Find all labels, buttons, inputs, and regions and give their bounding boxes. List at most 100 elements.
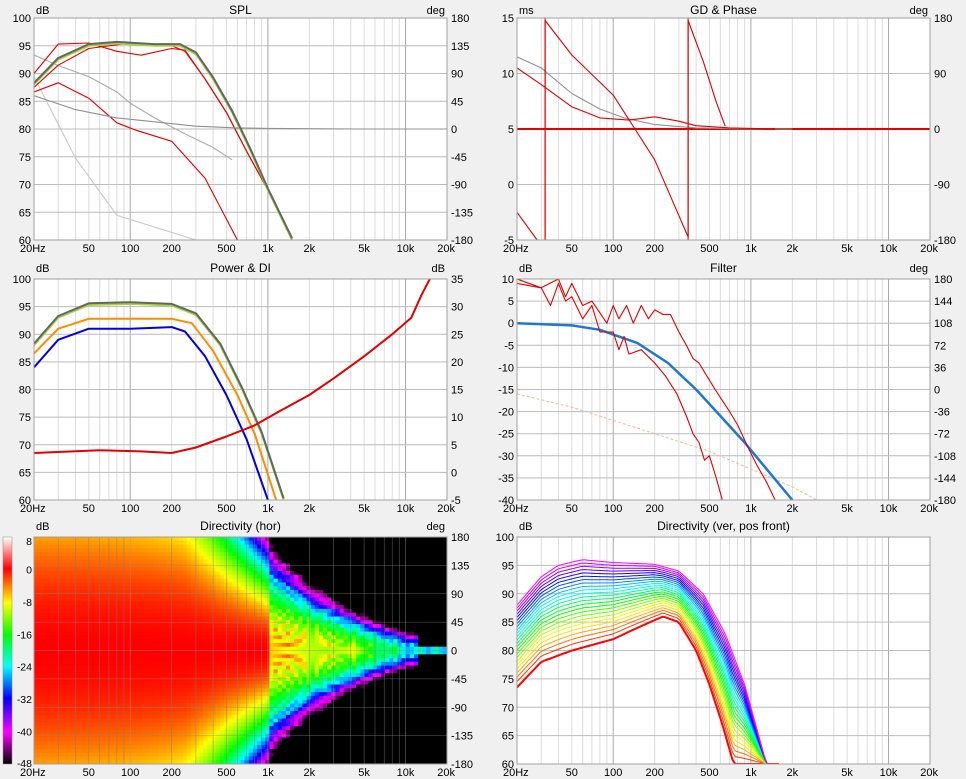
y-axis-label: dB <box>519 263 532 275</box>
y-tick-label: -5 <box>504 340 514 352</box>
colorbar-tick-label: -40 <box>17 727 32 739</box>
y2-tick-label: -36 <box>934 407 950 419</box>
series-line-1 <box>517 612 779 764</box>
chart-title: Filter <box>710 261 737 275</box>
x-tick-label: 10k <box>880 243 898 255</box>
x-tick-label: 20k <box>437 503 455 515</box>
x-tick-label: 500 <box>700 243 718 255</box>
y2-tick-label: 25 <box>451 329 463 341</box>
y2-axis-label: deg <box>427 521 445 533</box>
y2-tick-label: 72 <box>934 340 946 352</box>
y2-tick-label: -90 <box>451 702 467 714</box>
y-tick-label: 100 <box>13 274 31 286</box>
x-tick-label: 100 <box>604 243 622 255</box>
series-line-14 <box>517 583 779 764</box>
chart-title: Directivity (hor) <box>200 519 281 533</box>
y2-tick-label: 135 <box>451 560 469 572</box>
y2-tick-label: 45 <box>451 617 463 629</box>
plot-frame <box>516 536 931 765</box>
x-tick-label: 20Hz <box>503 243 529 255</box>
x-tick-label: 100 <box>121 503 139 515</box>
y-tick-label: 0 <box>508 318 514 330</box>
y2-tick-label: 35 <box>451 274 463 286</box>
y2-tick-label: 90 <box>934 69 946 81</box>
y2-tick-label: 144 <box>934 296 952 308</box>
y2-tick-label: 10 <box>451 412 463 424</box>
series-line-3 <box>517 607 779 764</box>
series-line-7 <box>517 597 779 764</box>
y-tick-label: 70 <box>502 702 514 714</box>
y-tick-label: 90 <box>502 589 514 601</box>
x-tick-label: 500 <box>217 243 235 255</box>
series-line-23 <box>517 559 779 764</box>
series-line-8 <box>517 595 779 764</box>
plot-content <box>34 279 447 500</box>
y-tick-label: -15 <box>498 385 514 397</box>
series-line-17 <box>517 576 779 764</box>
series-line-22 <box>517 562 779 764</box>
y2-tick-label: -45 <box>451 674 467 686</box>
series-line-4 <box>517 604 779 764</box>
x-tick-label: 20Hz <box>20 243 46 255</box>
x-tick-label: 5k <box>841 243 853 255</box>
y2-tick-label: 30 <box>451 302 463 314</box>
y-tick-label: -25 <box>498 429 514 441</box>
x-tick-label: 200 <box>645 503 663 515</box>
y-tick-label: 80 <box>19 385 31 397</box>
chart-title: SPL <box>229 3 252 17</box>
y2-tick-label: 15 <box>451 385 463 397</box>
chart-dir-hor: Directivity (hor) dB deg 20Hz 50 100 200 500 1k 2… <box>2 519 473 779</box>
x-tick-label: 20Hz <box>503 767 529 779</box>
x-tick-label: 1k <box>745 243 757 255</box>
y2-tick-label: 0 <box>934 124 940 136</box>
grid <box>517 279 930 500</box>
x-tick-label: 50 <box>83 243 95 255</box>
series-line-1 <box>517 321 794 500</box>
series-line-2 <box>34 82 238 240</box>
series-line-2 <box>517 282 723 500</box>
x-tick-label: 50 <box>566 503 578 515</box>
y-tick-label: 65 <box>19 467 31 479</box>
series-line-0 <box>34 76 197 240</box>
x-tick-label: 200 <box>162 503 180 515</box>
x-tick-label: 10k <box>880 767 898 779</box>
y-axis-label: dB <box>36 5 49 17</box>
y-tick-label: 100 <box>13 13 31 25</box>
chart-title: GD & Phase <box>690 3 757 17</box>
series-line-11 <box>517 589 779 764</box>
x-tick-label: 20k <box>437 767 455 779</box>
plot-content <box>517 537 930 764</box>
y-axis-label: dB <box>36 263 49 275</box>
y-tick-label: 60 <box>19 495 31 507</box>
plot-content <box>517 18 930 240</box>
colorbar-tick-label: -24 <box>17 662 32 674</box>
x-tick-label: 2k <box>787 503 799 515</box>
x-tick-label: 20Hz <box>20 767 46 779</box>
y-tick-label: 60 <box>19 235 31 247</box>
chart-title: Power & DI <box>210 261 271 275</box>
y-tick-label: 75 <box>19 412 31 424</box>
colorbar-tick-label: -32 <box>17 694 32 706</box>
y-tick-label: 65 <box>502 731 514 743</box>
y-tick-label: 10 <box>502 69 514 81</box>
series-line-20 <box>517 569 779 764</box>
series-line-1 <box>34 317 278 500</box>
y2-tick-label: -90 <box>934 180 950 192</box>
y-tick-label: -20 <box>498 407 514 419</box>
y-tick-label: 85 <box>19 357 31 369</box>
series-line-2 <box>517 67 776 130</box>
plot-content <box>34 18 447 240</box>
y2-tick-label: -72 <box>934 429 950 441</box>
colorbar-tick-label: -48 <box>17 758 32 770</box>
y2-tick-label: -135 <box>451 207 473 219</box>
x-tick-label: 50 <box>83 767 95 779</box>
y2-tick-label: -180 <box>934 235 956 247</box>
y-tick-label: 90 <box>19 69 31 81</box>
series-line-16 <box>517 578 779 764</box>
series-line-5 <box>517 602 779 764</box>
y-tick-label: 0 <box>508 180 514 192</box>
x-tick-label: 500 <box>700 503 718 515</box>
series-line-6 <box>517 600 779 764</box>
colorbar: 8 0 -8 -16 -24 -32 -40 -48 <box>2 536 32 770</box>
